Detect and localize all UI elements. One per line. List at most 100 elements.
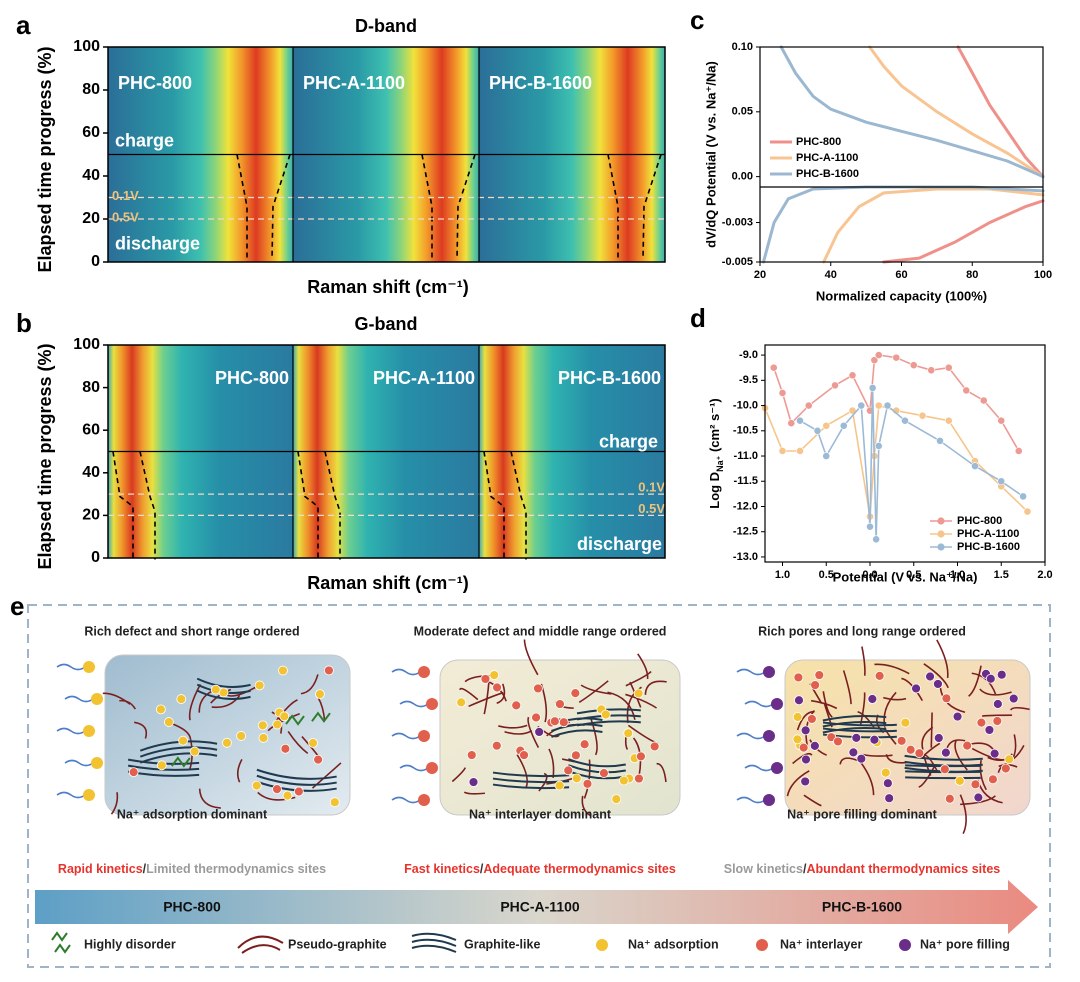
x-tick-label: 60 [895,269,907,281]
diffusion-point [866,522,874,531]
incoming-ion [771,698,783,710]
na-interlayer [533,683,543,694]
y-tick-label: -10.0 [733,399,758,411]
voltage-label: 0.1V [112,188,139,203]
x-tick-label: 0.5 [819,569,834,581]
x-axis-label: Raman shift (cm⁻¹) [307,277,469,297]
graphite-like [256,768,337,780]
legend-label: Pseudo-graphite [288,937,387,951]
kinetics-part: / [143,862,147,876]
na-adsorption [155,704,166,715]
legend-icon [51,931,71,954]
pseudo-graphite [317,697,326,722]
pseudo-graphite [1010,707,1030,711]
na-interlayer [810,680,820,690]
y-tick-label: 100 [73,336,100,353]
diffusion-point [848,371,857,380]
graphite-like [576,720,641,727]
pseudo-graphite [625,670,652,687]
x-tick-label: 1.5 [994,569,1009,581]
diffusion-point [822,452,831,460]
potential-curve [868,45,1045,179]
na-interlayer [992,716,1003,726]
legend-icon [237,935,284,954]
dvdq-curve [762,185,1045,264]
ion-trail [56,663,86,671]
pseudo-graphite [982,714,1013,717]
y-tick-label: -10.5 [733,425,758,437]
ion-trail [56,791,86,799]
legend-icon [756,939,768,951]
pseudo-graphite [803,794,822,807]
na-pore-filling [800,725,811,736]
na-adsorption [222,737,232,748]
pseudo-graphite [901,677,924,701]
incoming-ion [91,693,103,705]
legend-label: PHC-A-1100 [796,152,858,164]
x-tick-label: 1.0 [950,569,965,581]
pseudo-graphite [134,721,148,739]
pseudo-graphite [810,699,838,710]
pseudo-graphite [172,723,192,740]
na-pore-filling [851,732,862,743]
potential-curve [779,45,1045,179]
pseudo-graphite [236,759,243,783]
na-adsorption [189,746,200,757]
na-pore-filling [867,694,878,704]
na-adsorption [792,734,803,745]
pseudo-graphite [580,684,612,695]
kinetics-part: Adequate thermodynamics sites [483,862,675,876]
legend-label: PHC-B-1600 [957,541,1020,553]
graphite-like [822,721,897,727]
graphite-like [822,714,887,722]
pseudo-graphite [210,688,232,704]
mechanism-label: Na⁺ pore filling dominant [787,807,937,821]
graphite-like [256,774,337,786]
na-interlayer [549,716,560,727]
x-axis-label: Raman shift (cm⁻¹) [307,573,469,593]
y-tick-label: -13.0 [733,551,758,563]
panel-label: e [10,591,24,621]
graphite-like [822,720,887,728]
incoming-ion [763,730,775,742]
legend-label: Highly disorder [84,937,176,951]
carbon-particle [439,659,681,816]
pseudo-graphite [939,687,966,713]
graphite-like [822,726,887,734]
na-pore-filling [800,776,811,787]
pseudo-graphite [451,767,467,783]
na-adsorption [163,717,174,727]
pseudo-graphite [188,683,202,721]
na-pore-filling [933,733,944,743]
na-pore-filling [882,778,893,789]
na-pore-filling [992,699,1003,709]
na-interlayer [939,764,950,775]
phase-boundary [483,451,505,560]
legend-icon [411,944,457,953]
mechanism-label: Na⁺ adsorption dominant [117,807,268,821]
incoming-ion [418,730,430,742]
pseudo-graphite [861,646,866,676]
na-interlayer [570,688,581,699]
panel-label: d [690,303,706,333]
y-tick-label: -11.0 [734,450,758,462]
pseudo-graphite [946,739,966,749]
pseudo-graphite [198,690,213,713]
panel-label: a [16,10,31,40]
y-axis-label-main: Log D [707,472,722,509]
pseudo-graphite [656,762,667,783]
ion-trail [64,695,94,703]
na-pore-filling [848,747,859,758]
diffusion-point [822,421,831,430]
pseudo-graphite [516,754,529,788]
pseudo-graphite [198,788,221,809]
y-tick-label: 20 [82,210,100,227]
kinetics-part: Abundant thermodynamics sites [806,862,1000,876]
y-tick-label: -9.5 [739,374,758,386]
na-interlayer [1000,763,1011,774]
kinetics-part: Fast kinetics [404,862,480,876]
na-adsorption [210,684,221,695]
highly-disorder [171,756,191,768]
x-tick-label: 0.0 [862,569,877,581]
na-interlayer [941,693,952,704]
